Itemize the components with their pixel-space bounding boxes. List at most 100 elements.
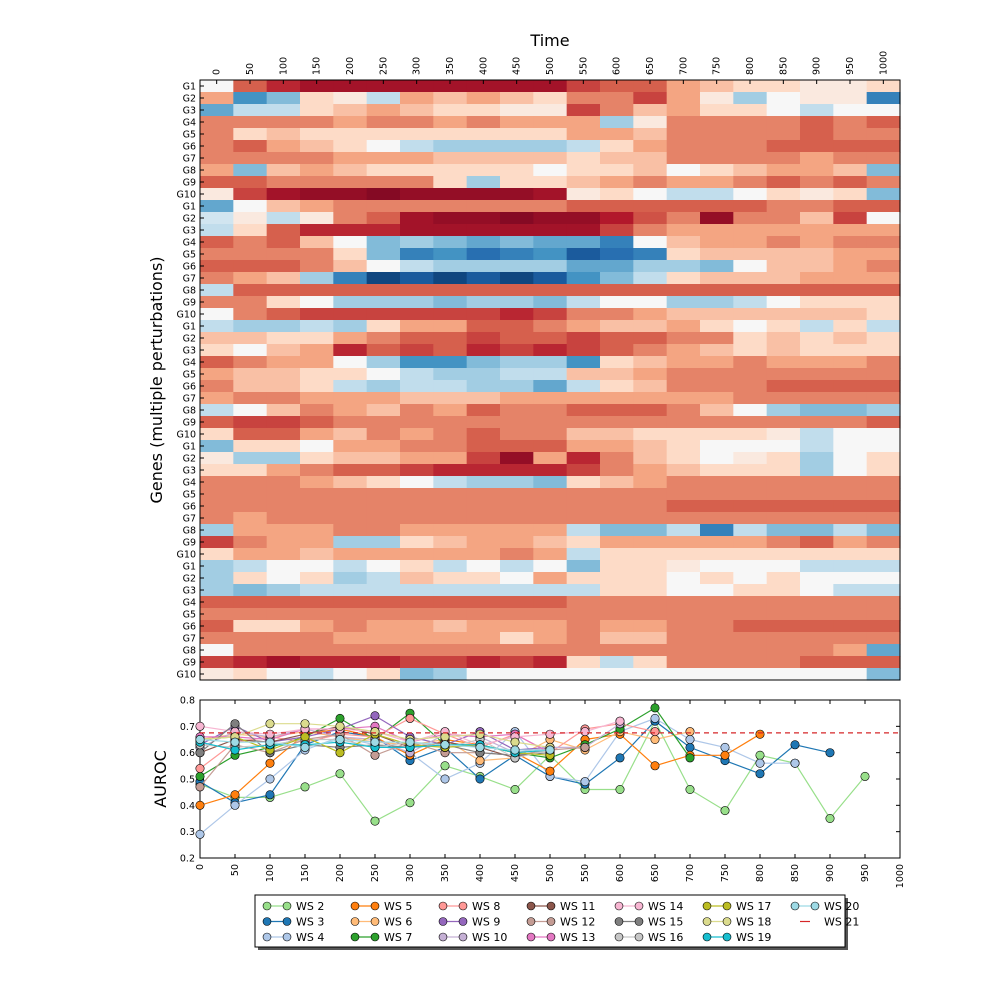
heatmap-cell — [566, 236, 601, 249]
heatmap-cell — [833, 452, 868, 465]
heatmap-cell — [766, 296, 801, 309]
data-point — [475, 756, 485, 766]
heatmap-cell — [766, 668, 801, 681]
heatmap-cell — [200, 176, 234, 189]
heatmap-cell — [300, 368, 334, 381]
heatmap-cell — [666, 596, 701, 609]
heatmap-cell — [400, 212, 434, 225]
heatmap-cell — [333, 380, 368, 393]
heatmap-cell — [200, 308, 234, 321]
heatmap-cell — [433, 464, 468, 477]
heatmap-cell — [733, 272, 768, 285]
heatmap-cell — [666, 548, 701, 561]
heatmap-cell — [333, 272, 368, 285]
heatmap-cell — [700, 308, 734, 321]
heatmap-cell — [766, 572, 801, 585]
heatmap-cell — [500, 212, 534, 225]
heatmap-cell — [766, 308, 801, 321]
heatmap-cell — [533, 572, 568, 585]
heatmap-cell — [733, 224, 768, 237]
heatmap-cell — [800, 620, 834, 633]
heatmap-cell — [333, 596, 368, 609]
heatmap-cell — [200, 212, 234, 225]
heatmap-cell — [866, 476, 901, 489]
legend-item: WS 2 — [262, 900, 324, 913]
legend-swatch-marker — [262, 901, 272, 911]
heatmap-cell — [600, 104, 634, 117]
heatmap-cell — [266, 92, 301, 105]
heatmap-cell — [333, 212, 368, 225]
heatmap-cell — [400, 584, 434, 597]
heatmap-cell — [400, 476, 434, 489]
heatmap-cell — [800, 320, 834, 333]
legend-swatch-marker — [370, 932, 380, 942]
heatmap-cell — [433, 236, 468, 249]
heatmap-cell — [266, 224, 301, 237]
heatmap-cell — [633, 80, 668, 93]
heatmap-cell — [833, 332, 868, 345]
heatmap-y-tick-label: G8 — [183, 166, 196, 177]
heatmap-cell — [566, 284, 601, 297]
heatmap-cell — [766, 488, 801, 501]
heatmap-cell — [533, 596, 568, 609]
heatmap-cell — [500, 500, 534, 513]
heatmap-cell — [733, 524, 768, 537]
heatmap-cell — [833, 536, 868, 549]
heatmap-x-ticks: 0 50 100 150 200 250 300 350 400 450 500 550 600 650 7… — [212, 51, 889, 84]
heatmap-cell — [366, 92, 401, 105]
heatmap-cell — [500, 572, 534, 585]
heatmap-cell — [233, 296, 268, 309]
heatmap-cell — [433, 416, 468, 429]
heatmap-cell — [800, 368, 834, 381]
heatmap-cell — [833, 248, 868, 261]
heatmap-cell — [500, 116, 534, 129]
heatmap-y-tick-label: G4 — [183, 478, 196, 489]
heatmap-cell — [366, 320, 401, 333]
heatmap-cell — [500, 512, 534, 525]
heatmap-cell — [800, 236, 834, 249]
heatmap-cell — [733, 344, 768, 357]
auroc-chart: 0 50 100 150 200 250 300 350 400 450 500 550 600 650 7… — [151, 696, 906, 889]
heatmap-cell — [466, 380, 501, 393]
data-point — [475, 729, 485, 739]
heatmap-cell — [533, 452, 568, 465]
heatmap-cell — [566, 164, 601, 177]
heatmap-cell — [400, 128, 434, 141]
heatmap-cell — [200, 236, 234, 249]
heatmap-cell — [300, 596, 334, 609]
heatmap-cell — [333, 452, 368, 465]
heatmap-cell — [833, 560, 868, 573]
heatmap-cell — [866, 104, 901, 117]
heatmap-cell — [600, 236, 634, 249]
heatmap-cell — [366, 80, 401, 93]
heatmap-cell — [366, 584, 401, 597]
data-point — [335, 748, 345, 758]
heatmap-x-tick-label: 100 — [278, 57, 289, 75]
heatmap-cell — [600, 224, 634, 237]
heatmap-cell — [700, 500, 734, 513]
heatmap-cell — [233, 248, 268, 261]
heatmap-cell — [800, 440, 834, 453]
heatmap-cell — [866, 128, 901, 141]
heatmap-cell — [733, 536, 768, 549]
legend-item: WS 18 — [702, 916, 771, 929]
heatmap-y-tick-label: G7 — [183, 154, 196, 165]
heatmap-y-tick-label: G2 — [183, 574, 196, 585]
auroc-y-ticks: 0.2 0.3 0.4 0.5 0.6 0.7 0.8 — [180, 696, 900, 865]
heatmap-y-tick-label: G1 — [183, 562, 196, 573]
heatmap-cell — [333, 92, 368, 105]
heatmap-cell — [733, 632, 768, 645]
heatmap-cell — [766, 560, 801, 573]
heatmap-cell — [633, 380, 668, 393]
auroc-y-tick-label: 0.5 — [180, 775, 195, 786]
heatmap-cell — [633, 548, 668, 561]
heatmap-cell — [233, 200, 268, 213]
heatmap-cell — [533, 560, 568, 573]
heatmap-cell — [400, 644, 434, 657]
heatmap-cell — [466, 368, 501, 381]
legend-swatch-marker — [634, 932, 644, 942]
heatmap-cell — [400, 548, 434, 561]
heatmap-cell — [266, 656, 301, 669]
heatmap-y-tick-label: G6 — [183, 502, 196, 513]
heatmap-cell — [500, 404, 534, 417]
